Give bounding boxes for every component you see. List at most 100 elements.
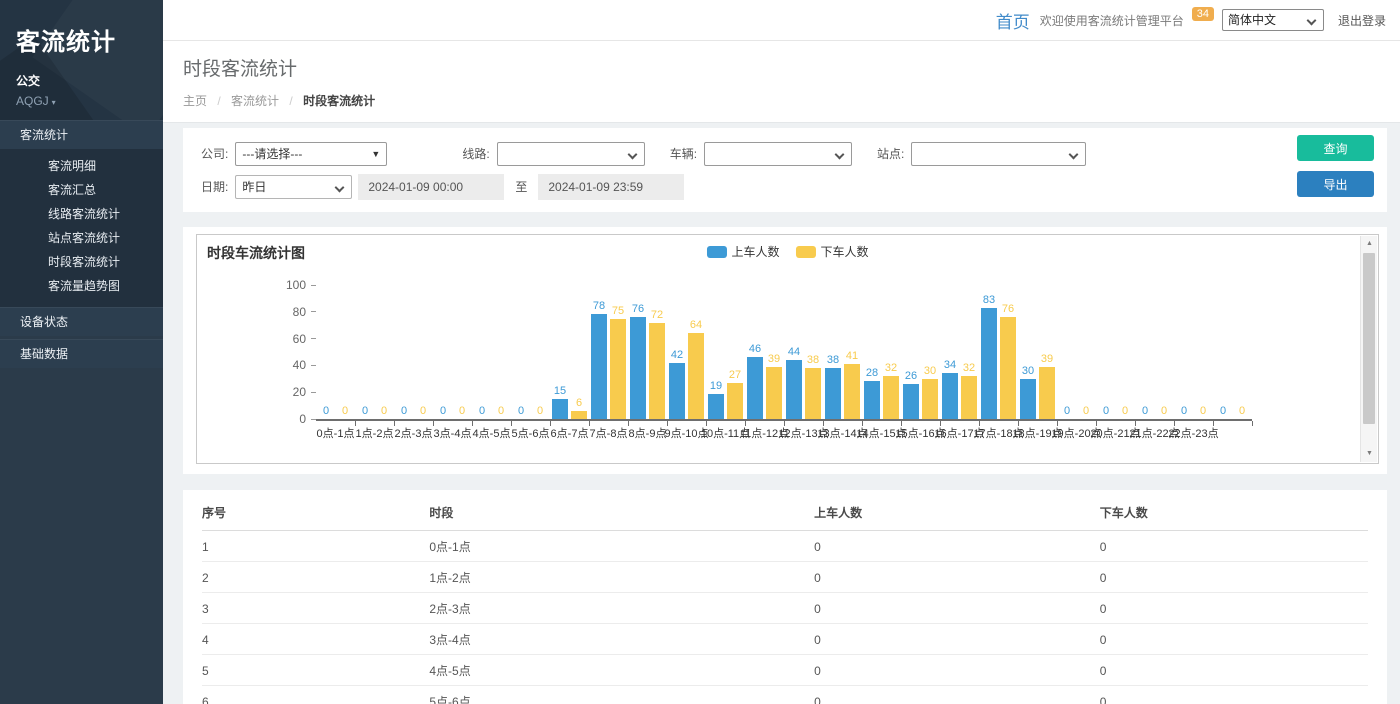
bar-value-label: 83 [983, 294, 995, 306]
chevron-down-icon: ▾ [52, 98, 56, 107]
table-cell: 0 [814, 531, 1100, 562]
scrollbar-thumb[interactable] [1363, 253, 1375, 424]
y-axis-tick-label: 60 [293, 332, 306, 346]
chart-bar-group: 003点-4点 [433, 287, 472, 419]
language-select[interactable]: 简体中文 [1222, 9, 1324, 31]
x-axis-category-label: 3点-4点 [434, 425, 472, 441]
sidebar-subitem-3[interactable]: 站点客流统计 [0, 226, 163, 250]
x-axis-category-label: 22点-23点 [1168, 425, 1218, 441]
page-title: 时段客流统计 [183, 54, 1380, 81]
table-row: 21点-2点00 [202, 562, 1368, 593]
legend-item-1[interactable]: 下车人数 [796, 243, 869, 260]
export-button[interactable]: 导出 [1297, 171, 1374, 197]
column-header-3: 上车人数 [814, 494, 1100, 531]
chart-bar-group: 192710点-11点 [706, 287, 745, 419]
date-to-input[interactable] [538, 174, 684, 200]
bar-value-label: 0 [537, 405, 543, 417]
date-to-label: 至 [510, 178, 532, 195]
bar-value-label: 0 [479, 405, 485, 417]
content-area: 公司: ---请选择--- ▼ 线路: 车辆: 站点: [163, 123, 1400, 704]
scrollbar-up-arrow-icon[interactable]: ▲ [1361, 236, 1378, 252]
table-cell: 5点-6点 [429, 686, 814, 704]
bar-value-label: 64 [690, 319, 702, 331]
x-axis-category-label: 4点-5点 [473, 425, 511, 441]
chart-scrollbar[interactable]: ▲ ▼ [1360, 236, 1377, 462]
sidebar-subitem-1[interactable]: 客流汇总 [0, 178, 163, 202]
x-axis-category-label: 1点-2点 [356, 425, 394, 441]
bar-value-label: 6 [576, 397, 582, 409]
chart-bar-groups: 000点-1点001点-2点002点-3点003点-4点004点-5点005点-… [316, 287, 1252, 419]
filter-row-date: 日期: 昨日 至 [201, 170, 1374, 203]
chart-bar-group: 0019点-20点 [1057, 287, 1096, 419]
bar-value-label: 0 [362, 405, 368, 417]
bar-value-label: 0 [401, 405, 407, 417]
scrollbar-down-arrow-icon[interactable]: ▼ [1361, 446, 1378, 462]
x-axis-category-label: 5点-6点 [512, 425, 550, 441]
station-select[interactable] [911, 142, 1086, 166]
bar-alight: 27 [727, 383, 743, 419]
query-button[interactable]: 查询 [1297, 135, 1374, 161]
bar-value-label: 15 [554, 385, 566, 397]
notification-badge[interactable]: 34 [1192, 7, 1214, 21]
y-axis-tick-mark [311, 285, 316, 286]
home-link[interactable]: 首页 [996, 8, 1030, 33]
bar-alight: 32 [961, 376, 977, 419]
chart-bar-group: 005点-6点 [511, 287, 550, 419]
x-axis-category-label: 8点-9点 [629, 425, 667, 441]
sidebar-subitem-5[interactable]: 客流量趋势图 [0, 274, 163, 298]
bar-value-label: 39 [1041, 353, 1053, 365]
legend-label: 下车人数 [821, 243, 869, 260]
logout-link[interactable]: 退出登录 [1338, 12, 1386, 29]
bar-value-label: 46 [749, 343, 761, 355]
chart-bar-group: 002点-3点 [394, 287, 433, 419]
sidebar-subitem-2[interactable]: 线路客流统计 [0, 202, 163, 226]
bar-value-label: 28 [866, 367, 878, 379]
sidebar-section-0[interactable]: 客流统计 [0, 120, 163, 149]
bar-board: 83 [981, 308, 997, 419]
breadcrumb-current: 时段客流统计 [303, 94, 375, 108]
legend-swatch-icon [796, 246, 816, 258]
data-table: 序号时段上车人数下车人数 10点-1点0021点-2点0032点-3点0043点… [202, 494, 1368, 704]
bar-alight: 76 [1000, 317, 1016, 419]
bar-alight: 38 [805, 368, 821, 419]
bar-value-label: 32 [885, 362, 897, 374]
bar-value-label: 0 [1103, 405, 1109, 417]
breadcrumb-section[interactable]: 客流统计 [231, 94, 279, 108]
table-cell: 0 [1100, 686, 1368, 704]
chart-bar-group: 837617点-18点 [979, 287, 1018, 419]
bar-value-label: 0 [1161, 405, 1167, 417]
chart-bar-group: 343216点-17点 [940, 287, 979, 419]
vehicle-select[interactable] [704, 142, 852, 166]
page-header: 时段客流统计 主页 / 客流统计 / 时段客流统计 [163, 41, 1400, 123]
table-row: 32点-3点00 [202, 593, 1368, 624]
company-select[interactable]: ---请选择--- [235, 142, 387, 166]
sidebar-subitem-0[interactable]: 客流明细 [0, 154, 163, 178]
breadcrumb-separator: / [289, 94, 292, 108]
legend-item-0[interactable]: 上车人数 [706, 243, 779, 260]
table-cell: 2点-3点 [429, 593, 814, 624]
line-select[interactable] [497, 142, 645, 166]
chart-bar-group: 263015点-16点 [901, 287, 940, 419]
date-preset-select[interactable]: 昨日 [235, 175, 352, 199]
table-panel: 序号时段上车人数下车人数 10点-1点0021点-2点0032点-3点0043点… [183, 490, 1387, 704]
date-from-input[interactable] [358, 174, 504, 200]
x-axis-tick-mark [1252, 421, 1253, 426]
bar-value-label: 19 [710, 380, 722, 392]
org-selector[interactable]: AQGJ▾ [16, 94, 147, 108]
table-cell: 0 [814, 593, 1100, 624]
sidebar-subitem-4[interactable]: 时段客流统计 [0, 250, 163, 274]
table-cell: 0 [814, 562, 1100, 593]
bar-board: 15 [552, 399, 568, 419]
legend-label: 上车人数 [731, 243, 779, 260]
breadcrumb-home[interactable]: 主页 [183, 94, 207, 108]
chart-bar-group: 283214点-15点 [862, 287, 901, 419]
bar-value-label: 0 [518, 405, 524, 417]
bar-alight: 41 [844, 364, 860, 419]
bar-value-label: 27 [729, 369, 741, 381]
bar-value-label: 0 [1064, 405, 1070, 417]
bar-board: 46 [747, 357, 763, 419]
chart-bar-group: 76728点-9点 [628, 287, 667, 419]
sidebar-section-1[interactable]: 设备状态 [0, 307, 163, 336]
y-axis-tick-label: 0 [299, 412, 306, 426]
sidebar-section-2[interactable]: 基础数据 [0, 339, 163, 368]
